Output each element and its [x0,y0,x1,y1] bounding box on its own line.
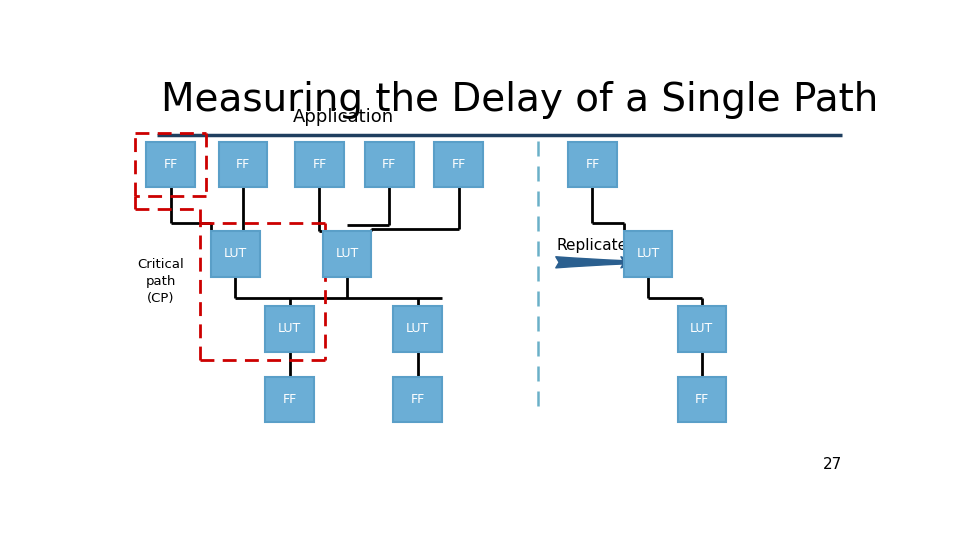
FancyBboxPatch shape [365,141,414,187]
FancyBboxPatch shape [434,141,483,187]
Text: Critical
path
(CP): Critical path (CP) [137,258,184,305]
FancyBboxPatch shape [266,306,314,352]
Text: Measuring the Delay of a Single Path: Measuring the Delay of a Single Path [161,82,878,119]
Text: LUT: LUT [335,247,358,260]
FancyBboxPatch shape [678,306,726,352]
Text: FF: FF [282,393,297,406]
Text: FF: FF [411,393,424,406]
FancyBboxPatch shape [147,141,195,187]
Text: FF: FF [382,158,396,171]
Text: Application: Application [293,108,394,126]
FancyBboxPatch shape [266,377,314,422]
Text: LUT: LUT [690,322,713,335]
Text: LUT: LUT [636,247,660,260]
FancyBboxPatch shape [323,231,372,277]
FancyBboxPatch shape [394,306,442,352]
Text: FF: FF [163,158,178,171]
FancyBboxPatch shape [394,377,442,422]
Text: FF: FF [235,158,250,171]
FancyBboxPatch shape [219,141,267,187]
Text: LUT: LUT [406,322,429,335]
Text: Replicate: Replicate [557,238,628,253]
Text: LUT: LUT [278,322,301,335]
Text: FF: FF [586,158,600,171]
Text: 27: 27 [823,457,842,472]
Text: FF: FF [451,158,466,171]
FancyBboxPatch shape [211,231,259,277]
Text: FF: FF [695,393,708,406]
FancyBboxPatch shape [678,377,726,422]
FancyBboxPatch shape [296,141,344,187]
Text: LUT: LUT [224,247,247,260]
FancyBboxPatch shape [568,141,616,187]
Text: FF: FF [312,158,326,171]
FancyBboxPatch shape [624,231,672,277]
